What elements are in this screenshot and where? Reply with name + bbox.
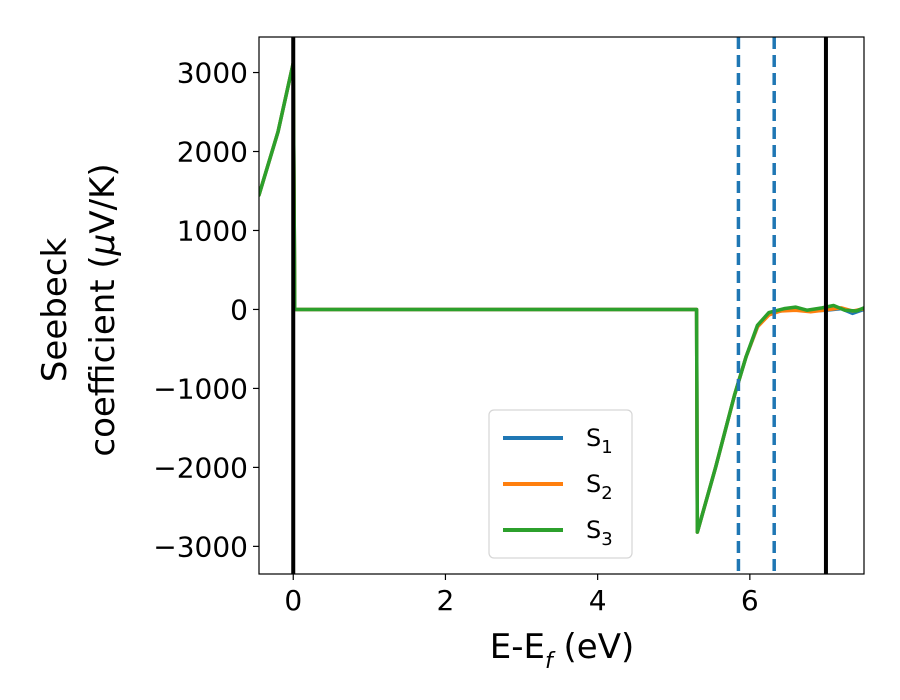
y-tick-label: 1000	[177, 214, 248, 247]
x-tick-label: 2	[437, 584, 455, 617]
legend-label-1: S1	[586, 424, 613, 458]
x-tick-label: 0	[284, 584, 302, 617]
y-tick-label: −3000	[153, 530, 248, 563]
legend-label-3: S3	[586, 516, 613, 550]
plot-area	[259, 37, 864, 574]
axis-ticks: 0 2 4 6 3000 2000 1000 0 −1000 −2000 −3000	[153, 57, 758, 617]
x-axis-label: E-Ef (eV)	[490, 627, 635, 674]
x-tick-label: 4	[589, 584, 607, 617]
y-axis-label: Seebeck coefficient (μV/K)	[35, 163, 123, 456]
y-tick-label: −1000	[153, 372, 248, 405]
x-tick-label: 6	[741, 584, 759, 617]
y-tick-label: 2000	[177, 136, 248, 169]
y-axis-label-line1: Seebeck	[35, 238, 75, 383]
y-tick-label: 0	[230, 293, 248, 326]
legend: S1 S2 S3	[488, 409, 633, 559]
axes-border	[258, 36, 865, 575]
y-tick-label: −2000	[153, 451, 248, 484]
y-axis-label-line2: coefficient (μV/K)	[83, 163, 123, 456]
y-tick-label: 3000	[177, 57, 248, 90]
legend-label-2: S2	[586, 470, 613, 504]
axes-frame	[258, 36, 865, 575]
